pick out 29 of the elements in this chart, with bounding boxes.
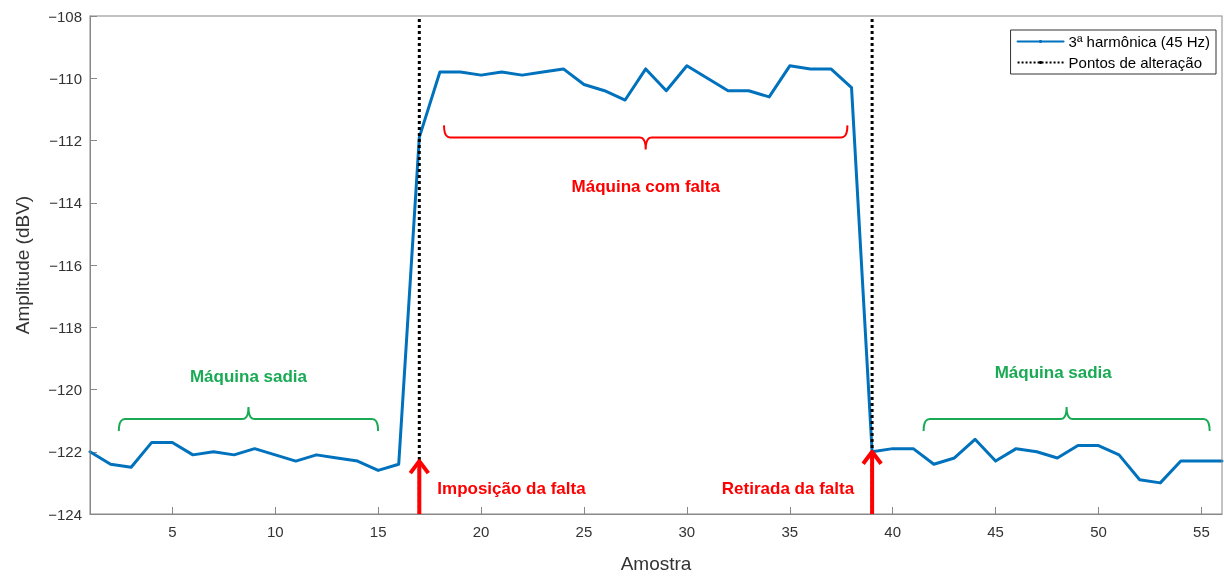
annotation: Máquina com falta bbox=[571, 176, 721, 196]
x-tick-label: 30 bbox=[678, 523, 696, 540]
ref-line-label: Pontos de alteração bbox=[1068, 54, 1202, 71]
x-axis-title: Amostra bbox=[620, 553, 692, 574]
x-tick-label: 35 bbox=[781, 523, 799, 540]
x-tick-label: 50 bbox=[1090, 523, 1107, 540]
annotation: Máquina sadia bbox=[189, 366, 308, 386]
y-tick-label: −116 bbox=[49, 256, 82, 274]
x-tick-label: 40 bbox=[884, 523, 902, 540]
x-tick-label: 5 bbox=[168, 523, 177, 540]
y-tick-label: −114 bbox=[49, 194, 82, 212]
y-axis-title: Amplitude (dBV) bbox=[12, 195, 33, 335]
y-tick-label: −120 bbox=[48, 381, 82, 398]
y-tick-label: −122 bbox=[48, 443, 82, 461]
x-tick-label: 15 bbox=[369, 523, 387, 540]
y-tick-label: −112 bbox=[49, 132, 82, 149]
x-tick-label: 55 bbox=[1193, 523, 1210, 540]
y-tick-label: −118 bbox=[49, 318, 82, 336]
y-tick-label: −110 bbox=[49, 69, 82, 87]
annotation: Retirada da falta bbox=[721, 479, 855, 499]
x-tick-label: 20 bbox=[472, 523, 490, 540]
legend-label: 3ª harmônica (45 Hz) bbox=[1068, 33, 1211, 50]
x-tick-label: 10 bbox=[266, 523, 284, 540]
x-tick-label: 25 bbox=[575, 523, 593, 540]
annotation: Máquina sadia bbox=[994, 363, 1113, 383]
x-tick-label: 45 bbox=[987, 523, 1004, 540]
annotation: Imposição da falta bbox=[437, 479, 587, 499]
y-tick-label: −124 bbox=[48, 505, 82, 523]
y-tick-label: −108 bbox=[48, 7, 82, 25]
